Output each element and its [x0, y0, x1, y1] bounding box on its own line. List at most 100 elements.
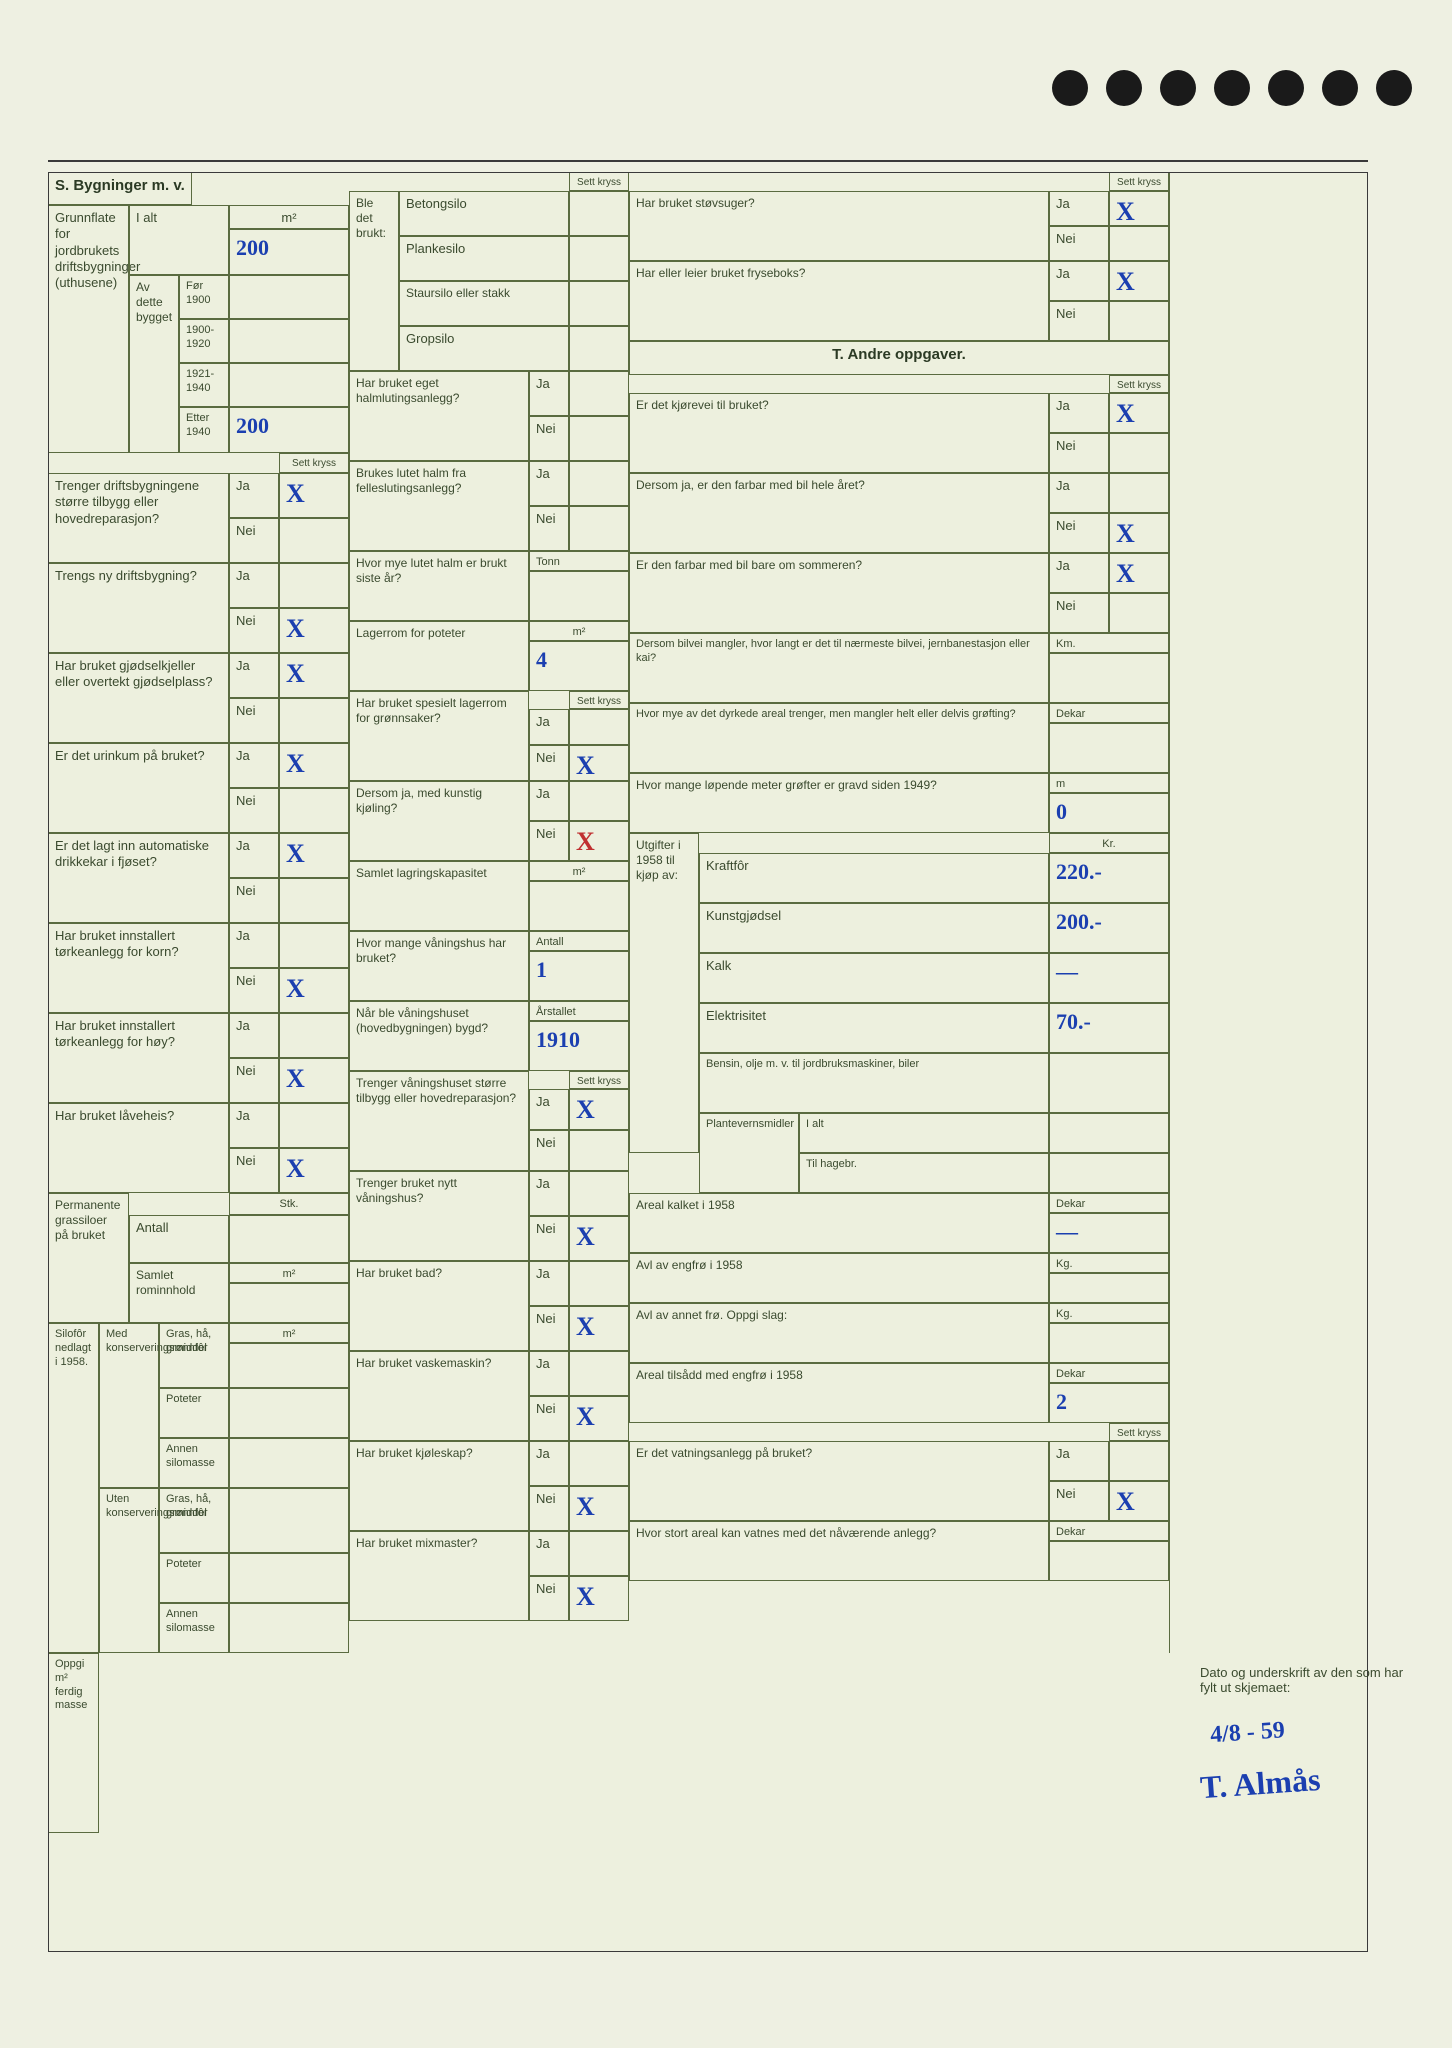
q-bygd: Når ble våningshuset (hovedbygningen) by… [349, 1001, 529, 1071]
section-t-header: T. Andre oppgaver. [629, 341, 1169, 375]
ja-c3-2: Ja [1049, 261, 1109, 301]
ja-c3-5: Ja [1049, 553, 1109, 593]
ja-c2-3: Ja [529, 709, 569, 745]
ble-det-brukt: Ble det brukt: [349, 191, 399, 371]
kjoleskap-nei-mark: X [569, 1486, 629, 1531]
antall-label: Antall [129, 1215, 229, 1263]
period-3: 1921-1940 [179, 363, 229, 407]
q-gjodsel: Har bruket gjødselkjeller eller overtekt… [49, 653, 229, 743]
nei-c3-5: Nei [1049, 593, 1109, 633]
ja-c2-6: Ja [529, 1171, 569, 1216]
nei-c2-3: Nei [529, 745, 569, 781]
m-label: m [1049, 773, 1169, 793]
ja-2: Ja [229, 563, 279, 608]
ja-7: Ja [229, 1013, 279, 1058]
nei-4: Nei [229, 788, 279, 833]
nei-5: Nei [229, 878, 279, 923]
q-kjoling: Dersom ja, med kunstig kjøling? [349, 781, 529, 861]
dekar-label-3: Dekar [1049, 1363, 1169, 1383]
nei-7: Nei [229, 1058, 279, 1103]
torke-hoy-nei-mark: X [279, 1058, 349, 1103]
arstallet-label: Årstallet [529, 1001, 629, 1021]
urinkum-ja-mark: X [279, 743, 349, 788]
section-s-header: S. Bygninger m. v. [49, 173, 192, 205]
q-lutet-brukt: Hvor mye lutet halm er brukt siste år? [349, 551, 529, 621]
farbar-aar-nei-mark: X [1109, 513, 1169, 553]
ja-c2-1: Ja [529, 371, 569, 416]
ja-c2-5: Ja [529, 1089, 569, 1130]
elektrisitet-label: Elektrisitet [699, 1003, 1049, 1053]
kg-label-2: Kg. [1049, 1303, 1169, 1323]
q-fryseboks: Har eller leier bruket fryseboks? [629, 261, 1049, 341]
q-lager-gronn: Har bruket spesielt lagerrom for grønnsa… [349, 691, 529, 781]
lager-poteter-val: 4 [529, 641, 629, 691]
poteter-1: Poteter [159, 1388, 229, 1438]
q-vatning: Er det vatningsanlegg på bruket? [629, 1441, 1049, 1521]
sett-kryss-2a: Sett kryss [569, 173, 629, 191]
ja-c3-4: Ja [1049, 473, 1109, 513]
kraftfor-label: Kraftfôr [699, 853, 1049, 903]
samlet-kap: Samlet lagringskapasitet [349, 861, 529, 931]
nei-c3-2: Nei [1049, 301, 1109, 341]
nei-c2-1: Nei [529, 416, 569, 461]
i-alt-handwritten: 200 [236, 235, 269, 260]
ja-c3-6: Ja [1049, 1441, 1109, 1481]
kg-label-1: Kg. [1049, 1253, 1169, 1273]
areal-kalket-label: Areal kalket i 1958 [629, 1193, 1049, 1253]
avl-engfro-label: Avl av engfrø i 1958 [629, 1253, 1049, 1303]
nei-1: Nei [229, 518, 279, 563]
period-4-val: 200 [229, 407, 349, 453]
q-kjorevei: Er det kjørevei til bruket? [629, 393, 1049, 473]
q-trenger: Trenger driftsbygningene større tilbygg … [49, 473, 229, 563]
m2-unit: m² [229, 205, 349, 229]
q-vaskemaskin: Har bruket vaskemaskin? [349, 1351, 529, 1441]
samlet-rom-label: Samlet rominnhold [129, 1263, 229, 1323]
q-stovsuger: Har bruket støvsuger? [629, 191, 1049, 261]
grunnflate-label: Grunnflate for jordbrukets driftsbygning… [49, 205, 129, 453]
ja-c3-1: Ja [1049, 191, 1109, 226]
q-vaning-rep: Trenger våningshuset større tilbygg elle… [349, 1071, 529, 1171]
nei-c2-10: Nei [529, 1576, 569, 1621]
trenger-ja-mark: X [279, 473, 349, 518]
ja-3: Ja [229, 653, 279, 698]
nei-c2-2: Nei [529, 506, 569, 551]
ja-c2-8: Ja [529, 1351, 569, 1396]
q-torke-korn: Har bruket innstallert tørkeanlegg for k… [49, 923, 229, 1013]
q-drikkekar: Er det lagt inn automatiske drikkekar i … [49, 833, 229, 923]
elektrisitet-val: 70.- [1049, 1003, 1169, 1053]
vaskemaskin-nei-mark: X [569, 1396, 629, 1441]
mixmaster-nei-mark: X [569, 1576, 629, 1621]
q-kjoleskap: Har bruket kjøleskap? [349, 1441, 529, 1531]
areal-tilsadd-val: 2 [1049, 1383, 1169, 1423]
nei-c2-9: Nei [529, 1486, 569, 1531]
i-alt-label: I alt [129, 205, 229, 275]
q-vaningshus: Hvor mange våningshus har bruket? [349, 931, 529, 1001]
sett-kryss-2c: Sett kryss [569, 1071, 629, 1089]
ja-8: Ja [229, 1103, 279, 1148]
sett-kryss-3b: Sett kryss [1109, 375, 1169, 393]
torke-korn-nei-mark: X [279, 968, 349, 1013]
nei-2: Nei [229, 608, 279, 653]
ja-4: Ja [229, 743, 279, 788]
kraftfor-val: 220.- [1049, 853, 1169, 903]
plankesilo: Plankesilo [399, 236, 569, 281]
kunstgjodsel-val: 200.- [1049, 903, 1169, 953]
oppgi-label: Oppgi m² ferdig masse [49, 1653, 99, 1833]
antall-label-c2: Antall [529, 931, 629, 951]
gras-1: Gras, hå, grønnfôr [159, 1323, 229, 1388]
kalk-label: Kalk [699, 953, 1049, 1003]
q-vatnes: Hvor stort areal kan vatnes med det nåvæ… [629, 1521, 1049, 1581]
antall-val [229, 1215, 349, 1263]
q-torke-hoy: Har bruket innstallert tørkeanlegg for h… [49, 1013, 229, 1103]
sett-kryss-2b: Sett kryss [569, 691, 629, 709]
punch-holes [1052, 70, 1412, 106]
kr-label: Kr. [1049, 833, 1169, 853]
page: Merknader: S. Bygninger m. v. Grunnflate… [0, 0, 1452, 2048]
q-urinkum: Er det urinkum på bruket? [49, 743, 229, 833]
nei-c2-5: Nei [529, 1130, 569, 1171]
stovsuger-ja-mark: X [1109, 191, 1169, 226]
nei-8: Nei [229, 1148, 279, 1193]
ja-c2-9: Ja [529, 1441, 569, 1486]
nei-c3-1: Nei [1049, 226, 1109, 261]
staursilo: Staursilo eller stakk [399, 281, 569, 326]
